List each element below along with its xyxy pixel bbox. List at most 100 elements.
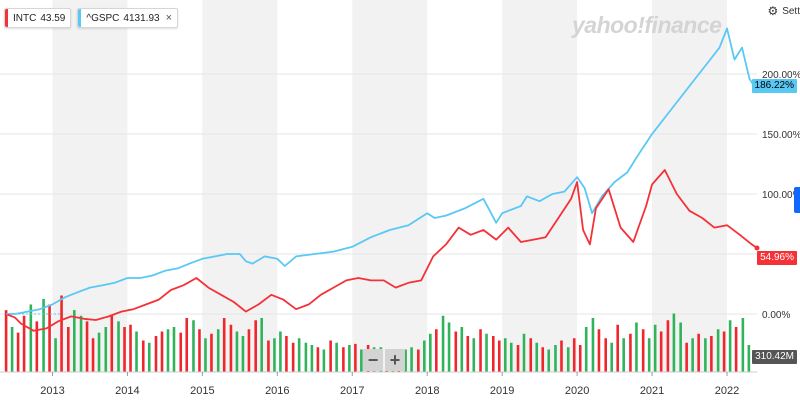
volume-bar	[423, 340, 426, 372]
zoom-in-button[interactable]: +	[385, 349, 405, 371]
gspc-value-badge: 186.22%	[751, 79, 797, 93]
year-band	[202, 0, 278, 372]
x-tick-label: 2019	[490, 385, 514, 397]
volume-bar	[310, 345, 314, 372]
volume-bar	[4, 310, 8, 372]
volume-bar	[235, 331, 239, 372]
volume-bar	[441, 315, 445, 372]
volume-bar	[610, 342, 613, 372]
volume-bar	[329, 340, 332, 372]
volume-bar	[554, 345, 557, 372]
volume-bar	[285, 336, 288, 372]
volume-bar	[479, 329, 482, 372]
volume-bar	[166, 329, 170, 372]
volume-bar	[210, 333, 213, 372]
volume-bar	[267, 340, 270, 372]
remove-comparison-close-icon[interactable]: ×	[165, 12, 173, 24]
volume-bar	[91, 338, 95, 372]
volume-bar	[229, 324, 233, 372]
volume-bar	[160, 331, 164, 372]
volume-bar	[335, 342, 338, 372]
volume-bar	[454, 331, 458, 372]
zoom-out-button[interactable]: −	[363, 349, 383, 371]
intc-symbol: INTC	[13, 12, 37, 24]
legend-chip-intc[interactable]: INTC 43.59	[4, 8, 72, 28]
volume-bar	[135, 331, 138, 372]
volume-bar	[48, 304, 51, 372]
volume-bar	[604, 338, 608, 372]
volume-bar	[529, 338, 533, 372]
volume-bar	[429, 333, 432, 372]
volume-bar	[279, 331, 282, 372]
volume-bar	[117, 321, 120, 372]
volume-bar	[503, 338, 507, 372]
volume-bar	[516, 345, 520, 372]
volume-bar	[360, 349, 363, 372]
volume-bar	[435, 329, 438, 372]
volume-bar	[67, 327, 70, 372]
volume-bar	[747, 345, 751, 372]
volume-bar	[42, 298, 45, 372]
volume-bar	[704, 338, 707, 372]
intc-color-bar	[5, 9, 8, 27]
volume-bar	[566, 347, 570, 372]
volume-bar	[560, 340, 563, 372]
volume-bars	[4, 295, 751, 372]
volume-bar	[584, 327, 588, 372]
volume-bar	[572, 338, 576, 372]
settings-label: Sett	[782, 5, 800, 17]
volume-value-badge: 310.42M	[752, 350, 797, 364]
volume-bar	[447, 322, 451, 372]
side-panel-tab[interactable]	[794, 187, 800, 213]
legend-chip-gspc[interactable]: ^GSPC 4131.93 ×	[77, 8, 179, 28]
volume-bar	[342, 347, 345, 372]
volume-bar	[60, 295, 63, 372]
y-tick-label: 200.00%	[762, 70, 800, 81]
volume-bar	[578, 345, 582, 372]
volume-bar	[123, 327, 126, 372]
x-axis-ticks: 2013 2014 2015 2016 2017 2018 2019 2020 2021 2022	[0, 371, 757, 397]
volume-bar	[672, 313, 676, 372]
x-tick-label: 2015	[190, 385, 214, 397]
volume-bar	[354, 343, 357, 372]
volume-bar	[172, 327, 176, 372]
x-tick-label: 2018	[415, 385, 439, 397]
year-band	[352, 0, 428, 372]
volume-bar	[348, 345, 351, 372]
volume-bar	[491, 336, 495, 372]
volume-bar	[154, 336, 158, 372]
volume-bar	[716, 329, 720, 372]
volume-bar	[635, 322, 638, 372]
intc-line	[5, 169, 758, 332]
volume-bar	[691, 338, 694, 372]
year-band	[502, 0, 578, 372]
volume-bar	[297, 338, 301, 372]
gspc-line	[6, 27, 758, 315]
volume-bar	[22, 315, 26, 372]
volume-bar	[254, 320, 257, 372]
volume-bar	[73, 310, 76, 372]
year-band	[52, 0, 128, 372]
volume-bar	[629, 333, 632, 372]
volume-bar	[641, 329, 645, 372]
volume-bar	[247, 329, 251, 372]
year-bands	[52, 0, 728, 372]
gspc-price: 4131.93	[123, 12, 160, 24]
intc-price: 43.59	[40, 12, 66, 24]
volume-bar	[417, 349, 420, 372]
intc-value-badge: 54.96%	[757, 251, 797, 265]
x-tick-label: 2016	[265, 385, 289, 397]
volume-bar	[541, 347, 545, 372]
volume-bar	[304, 342, 308, 372]
volume-bar	[185, 318, 189, 372]
gspc-color-bar	[78, 9, 82, 27]
volume-bar	[198, 329, 201, 372]
yahoo-finance-logo: yahoo!finance	[572, 12, 722, 38]
x-tick-label: 2021	[640, 385, 664, 397]
gspc-symbol: ^GSPC	[86, 12, 120, 24]
series-end-point	[754, 245, 760, 251]
year-band	[652, 0, 728, 372]
settings-button[interactable]: ⚙ Sett	[767, 4, 800, 18]
volume-bar	[616, 324, 619, 372]
